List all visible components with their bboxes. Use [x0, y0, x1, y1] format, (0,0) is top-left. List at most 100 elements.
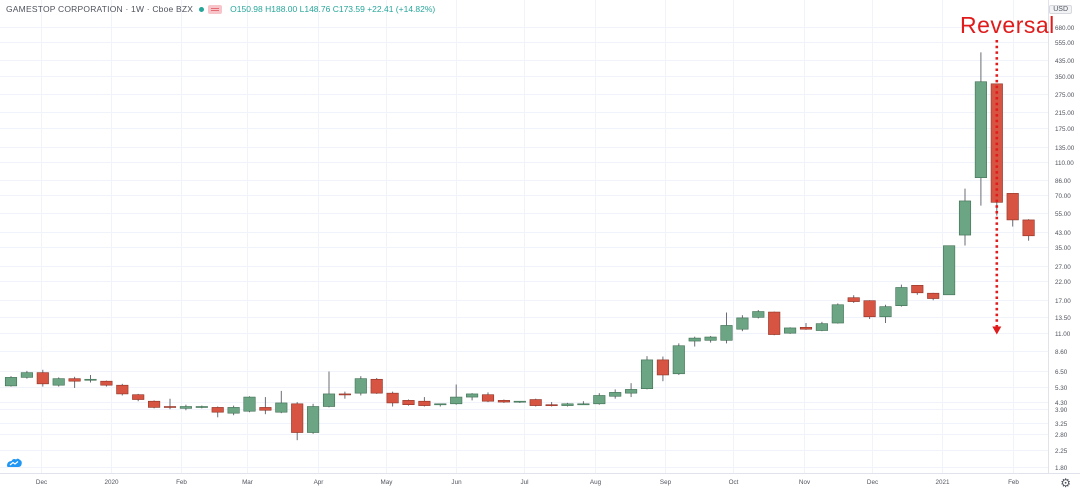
reversal-label: Reversal — [960, 12, 1055, 38]
candle — [243, 396, 256, 413]
candle-body — [481, 394, 495, 402]
time-axis[interactable]: Dec 2020 Feb Mar Apr May Jun Jul Aug Sep Oct Nov Dec… — [0, 473, 1080, 487]
price-tick-label: 2.25 — [1055, 448, 1068, 455]
candle-body — [370, 378, 383, 394]
candle — [354, 376, 367, 396]
candle — [275, 390, 288, 414]
candle — [847, 295, 860, 303]
candle — [672, 343, 685, 375]
candle — [545, 402, 558, 407]
candle-body — [418, 400, 431, 406]
price-tick-label: 55.00 — [1055, 211, 1071, 218]
candle-body — [434, 403, 447, 406]
candle-body — [227, 407, 240, 414]
candle — [148, 400, 161, 409]
candle — [370, 378, 383, 394]
candle — [593, 393, 606, 405]
candle — [974, 52, 987, 206]
candle — [736, 315, 749, 332]
candle-body — [943, 245, 956, 296]
candle — [1006, 193, 1019, 227]
candle-body — [402, 400, 415, 405]
price-tick-label: 555.00 — [1055, 40, 1075, 47]
candle — [958, 188, 972, 246]
chart-header: GAMESTOP CORPORATION · 1W · Cboe BZX O150… — [6, 4, 436, 15]
time-tick-label: Jul — [520, 479, 528, 486]
time-tick-label: Nov — [799, 479, 811, 486]
gear-icon[interactable]: ⚙ — [1060, 476, 1071, 490]
toggle-legend-icon[interactable] — [208, 5, 223, 15]
candle-body — [36, 372, 49, 385]
time-tick-label: Aug — [590, 479, 602, 486]
candle-body — [752, 311, 765, 318]
candle — [1022, 219, 1035, 241]
price-axis-panel — [1048, 0, 1080, 491]
price-tick-label: 350.00 — [1055, 74, 1075, 81]
candle — [577, 401, 590, 406]
candle — [307, 403, 320, 434]
price-grid — [0, 0, 1048, 473]
candle — [132, 393, 145, 402]
candle-body — [704, 336, 717, 341]
candle-body — [768, 311, 781, 335]
candle — [768, 311, 781, 336]
candle-body — [609, 392, 622, 397]
price-tick-label: 35.00 — [1055, 245, 1071, 252]
candle-body — [211, 407, 224, 413]
price-tick-label: 1.80 — [1055, 465, 1068, 472]
candle-body — [1022, 219, 1035, 237]
market-status-icon — [199, 7, 205, 13]
candle-body — [561, 403, 574, 406]
price-tick-label: 11.00 — [1055, 331, 1071, 338]
candle — [84, 374, 97, 383]
candle-body — [736, 317, 749, 330]
candle — [529, 398, 542, 407]
candle — [879, 304, 892, 324]
candle-body — [259, 407, 272, 411]
candle — [863, 300, 876, 319]
candle-body — [68, 378, 81, 382]
candle — [561, 402, 574, 407]
price-tick-label: 3.25 — [1055, 421, 1068, 428]
candle-body — [84, 378, 97, 381]
candle — [704, 335, 717, 343]
time-tick-label: Apr — [314, 479, 324, 486]
candle — [895, 284, 908, 307]
candle-body — [656, 359, 669, 376]
candle-body — [958, 200, 972, 236]
candle-body — [291, 403, 304, 433]
candle-body — [20, 372, 33, 378]
candle — [497, 399, 510, 403]
candle-body — [593, 395, 606, 405]
candle-body — [386, 392, 399, 404]
price-tick-label: 3.90 — [1055, 407, 1068, 414]
candle-body — [879, 306, 892, 318]
candle-body — [497, 400, 510, 403]
candle-body — [513, 400, 526, 403]
candle — [52, 377, 65, 387]
ohlc-values: O150.98 H188.00 L148.76 C173.59 +22.41 (… — [230, 4, 436, 14]
price-axis[interactable]: 1.80 2.25 2.80 3.25 3.904.30 5.30 6.50 8.60 11.0… — [1048, 0, 1080, 491]
candle-body — [815, 323, 828, 331]
candle-body — [132, 394, 145, 400]
candle-body — [799, 327, 813, 330]
price-tick-label: 4.30 — [1055, 400, 1068, 407]
candle-body — [927, 292, 940, 299]
time-tick-label: Jun — [451, 479, 462, 486]
time-tick-label: Dec — [867, 479, 878, 486]
price-tick-label: 86.00 — [1055, 178, 1071, 185]
candle — [418, 397, 431, 407]
price-tick-label: 43.00 — [1055, 230, 1071, 237]
candle-body — [338, 393, 351, 396]
candle — [20, 370, 33, 379]
candle-body — [672, 345, 685, 375]
currency-badge[interactable]: USD — [1049, 5, 1072, 14]
candle — [625, 383, 638, 398]
candle-body — [974, 81, 987, 178]
tradingview-logo-icon[interactable] — [5, 457, 23, 469]
reversal-arrow-head — [992, 326, 1002, 335]
candle — [227, 405, 240, 416]
symbol-label[interactable]: GAMESTOP CORPORATION · 1W · Cboe BZX — [6, 4, 194, 14]
price-tick-label: 13.50 — [1055, 315, 1071, 322]
